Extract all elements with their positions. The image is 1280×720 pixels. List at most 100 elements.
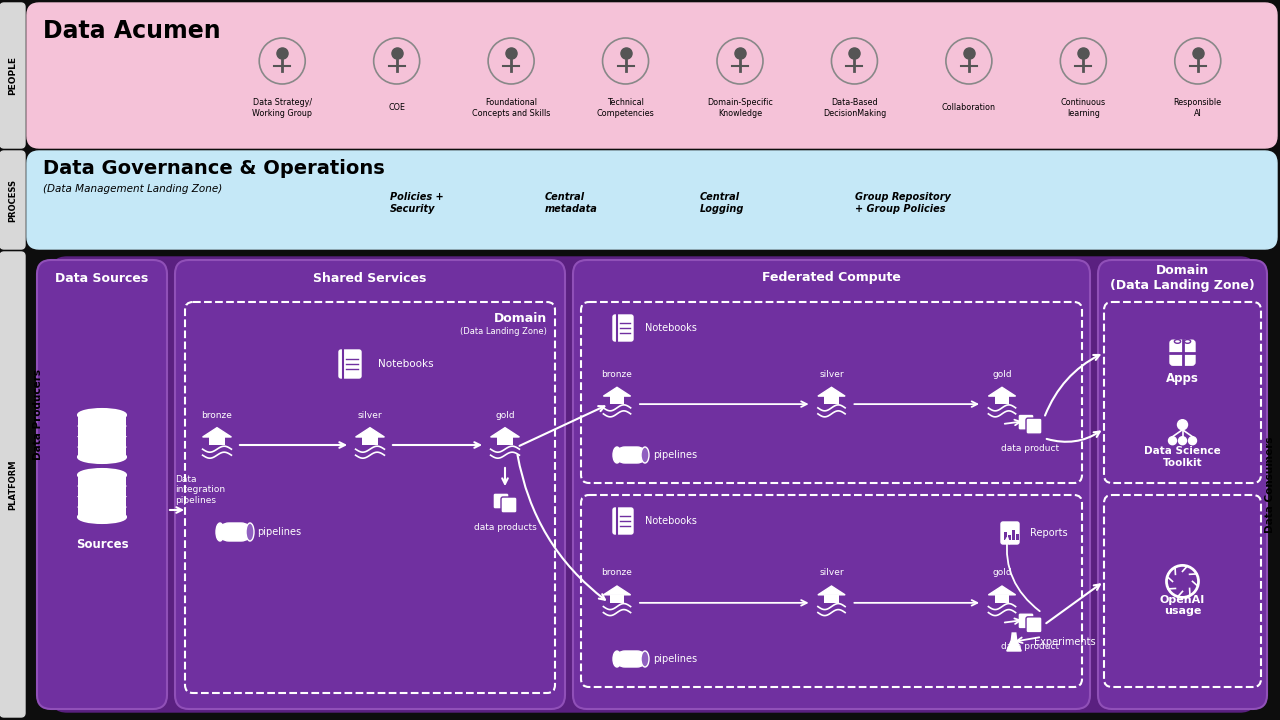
- FancyBboxPatch shape: [220, 523, 250, 541]
- Text: Policies +
Security: Policies + Security: [390, 192, 444, 214]
- Text: Data Sources: Data Sources: [55, 271, 148, 284]
- FancyBboxPatch shape: [27, 3, 1277, 148]
- Ellipse shape: [78, 409, 125, 421]
- Text: (Data Management Landing Zone): (Data Management Landing Zone): [44, 184, 223, 194]
- FancyBboxPatch shape: [0, 3, 26, 148]
- FancyBboxPatch shape: [1018, 414, 1034, 430]
- FancyBboxPatch shape: [573, 260, 1091, 709]
- Text: Domain
(Data Landing Zone): Domain (Data Landing Zone): [1110, 264, 1254, 292]
- FancyBboxPatch shape: [500, 497, 517, 513]
- Bar: [609, 396, 625, 404]
- FancyBboxPatch shape: [1018, 613, 1034, 629]
- Polygon shape: [1007, 633, 1021, 651]
- Bar: [1009, 535, 1010, 540]
- Bar: [362, 437, 378, 445]
- Circle shape: [1189, 437, 1197, 445]
- FancyBboxPatch shape: [339, 350, 361, 378]
- FancyBboxPatch shape: [1027, 617, 1042, 633]
- FancyBboxPatch shape: [1001, 522, 1019, 544]
- Bar: [78, 415, 125, 457]
- Text: Foundational
Concepts and Skills: Foundational Concepts and Skills: [472, 99, 550, 117]
- Circle shape: [1179, 437, 1187, 445]
- FancyBboxPatch shape: [1170, 340, 1196, 365]
- Ellipse shape: [1184, 340, 1190, 343]
- Text: pipelines: pipelines: [653, 654, 698, 664]
- Bar: [824, 595, 838, 603]
- Polygon shape: [356, 428, 384, 437]
- Text: gold: gold: [495, 410, 515, 420]
- Bar: [995, 595, 1010, 603]
- Ellipse shape: [78, 511, 125, 523]
- Text: Notebooks: Notebooks: [378, 359, 434, 369]
- Ellipse shape: [78, 469, 125, 481]
- Text: Data-Based
DecisionMaking: Data-Based DecisionMaking: [823, 99, 886, 117]
- Text: Domain: Domain: [494, 312, 547, 325]
- FancyBboxPatch shape: [617, 447, 645, 463]
- Text: bronze: bronze: [201, 410, 233, 420]
- Text: Data Strategy/
Working Group: Data Strategy/ Working Group: [252, 99, 312, 117]
- Polygon shape: [988, 586, 1015, 595]
- FancyBboxPatch shape: [613, 315, 634, 341]
- Text: Central
metadata: Central metadata: [545, 192, 598, 214]
- Text: gold: gold: [992, 369, 1011, 379]
- Polygon shape: [818, 387, 845, 396]
- FancyBboxPatch shape: [493, 493, 509, 509]
- Text: bronze: bronze: [602, 568, 632, 577]
- Text: bronze: bronze: [602, 369, 632, 379]
- Text: PLATFORM: PLATFORM: [8, 459, 17, 510]
- FancyBboxPatch shape: [51, 257, 1256, 712]
- FancyBboxPatch shape: [27, 151, 1277, 249]
- Text: data product: data product: [1001, 444, 1059, 453]
- FancyBboxPatch shape: [1027, 418, 1042, 434]
- Polygon shape: [490, 428, 520, 437]
- Text: silver: silver: [357, 410, 383, 420]
- Text: Sources: Sources: [76, 539, 128, 552]
- Ellipse shape: [246, 523, 253, 541]
- Text: Experiments: Experiments: [1034, 637, 1096, 647]
- FancyBboxPatch shape: [0, 151, 26, 249]
- Text: OpenAI
usage: OpenAI usage: [1160, 595, 1206, 616]
- Text: gold: gold: [992, 568, 1011, 577]
- Polygon shape: [603, 586, 631, 595]
- Bar: [1004, 532, 1006, 540]
- Text: Data Acumen: Data Acumen: [44, 19, 220, 43]
- Ellipse shape: [613, 447, 621, 463]
- FancyBboxPatch shape: [0, 252, 26, 717]
- Bar: [995, 396, 1010, 404]
- Text: Notebooks: Notebooks: [645, 323, 696, 333]
- Bar: [78, 475, 125, 517]
- Text: Responsible
AI: Responsible AI: [1174, 99, 1222, 117]
- Ellipse shape: [78, 451, 125, 463]
- Text: Central
Logging: Central Logging: [700, 192, 745, 214]
- Ellipse shape: [1174, 340, 1180, 343]
- Text: silver: silver: [819, 369, 844, 379]
- Polygon shape: [818, 586, 845, 595]
- Bar: [497, 437, 513, 445]
- FancyBboxPatch shape: [613, 508, 634, 534]
- Bar: [209, 437, 225, 445]
- Text: Continuous
learning: Continuous learning: [1061, 99, 1106, 117]
- Polygon shape: [603, 387, 631, 396]
- Text: Group Repository
+ Group Policies: Group Repository + Group Policies: [855, 192, 951, 214]
- Text: pipelines: pipelines: [653, 450, 698, 460]
- Text: PEOPLE: PEOPLE: [8, 56, 17, 95]
- Bar: [1016, 534, 1019, 540]
- Bar: [1012, 530, 1015, 540]
- FancyBboxPatch shape: [175, 260, 564, 709]
- Text: Apps: Apps: [1166, 372, 1199, 385]
- Text: Data
integration
pipelines: Data integration pipelines: [175, 475, 225, 505]
- Ellipse shape: [216, 523, 224, 541]
- Text: Shared Services: Shared Services: [314, 271, 426, 284]
- Circle shape: [1169, 437, 1176, 445]
- Text: Notebooks: Notebooks: [645, 516, 696, 526]
- Circle shape: [1178, 420, 1188, 430]
- Text: (Data Landing Zone): (Data Landing Zone): [460, 328, 547, 336]
- Ellipse shape: [641, 651, 649, 667]
- Text: Collaboration: Collaboration: [942, 104, 996, 112]
- Bar: [824, 396, 838, 404]
- Text: Federated Compute: Federated Compute: [762, 271, 901, 284]
- Text: Domain-Specific
Knowledge: Domain-Specific Knowledge: [707, 99, 773, 117]
- FancyBboxPatch shape: [1098, 260, 1267, 709]
- Text: data product: data product: [1001, 642, 1059, 652]
- Polygon shape: [202, 428, 232, 437]
